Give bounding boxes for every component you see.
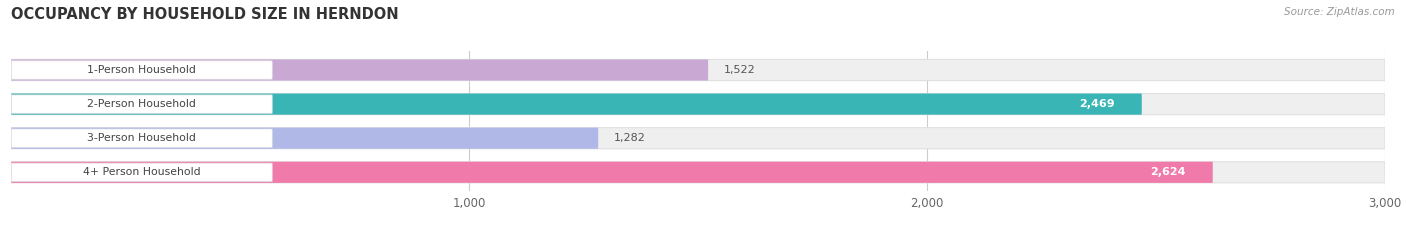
Text: 2-Person Household: 2-Person Household	[87, 99, 197, 109]
FancyBboxPatch shape	[11, 93, 1385, 115]
Text: 2,624: 2,624	[1150, 167, 1185, 177]
Text: 2,469: 2,469	[1078, 99, 1115, 109]
FancyBboxPatch shape	[11, 93, 1142, 115]
FancyBboxPatch shape	[11, 128, 599, 149]
Text: 1,522: 1,522	[724, 65, 756, 75]
Text: 1,282: 1,282	[614, 133, 647, 143]
FancyBboxPatch shape	[11, 61, 273, 79]
FancyBboxPatch shape	[11, 95, 273, 113]
FancyBboxPatch shape	[11, 163, 273, 182]
Text: 3-Person Household: 3-Person Household	[87, 133, 197, 143]
Text: 1-Person Household: 1-Person Household	[87, 65, 197, 75]
Text: Source: ZipAtlas.com: Source: ZipAtlas.com	[1284, 7, 1395, 17]
FancyBboxPatch shape	[11, 162, 1213, 183]
FancyBboxPatch shape	[11, 128, 1385, 149]
FancyBboxPatch shape	[11, 59, 709, 81]
Text: OCCUPANCY BY HOUSEHOLD SIZE IN HERNDON: OCCUPANCY BY HOUSEHOLD SIZE IN HERNDON	[11, 7, 399, 22]
FancyBboxPatch shape	[11, 59, 1385, 81]
Text: 4+ Person Household: 4+ Person Household	[83, 167, 201, 177]
FancyBboxPatch shape	[11, 129, 273, 147]
FancyBboxPatch shape	[11, 162, 1385, 183]
